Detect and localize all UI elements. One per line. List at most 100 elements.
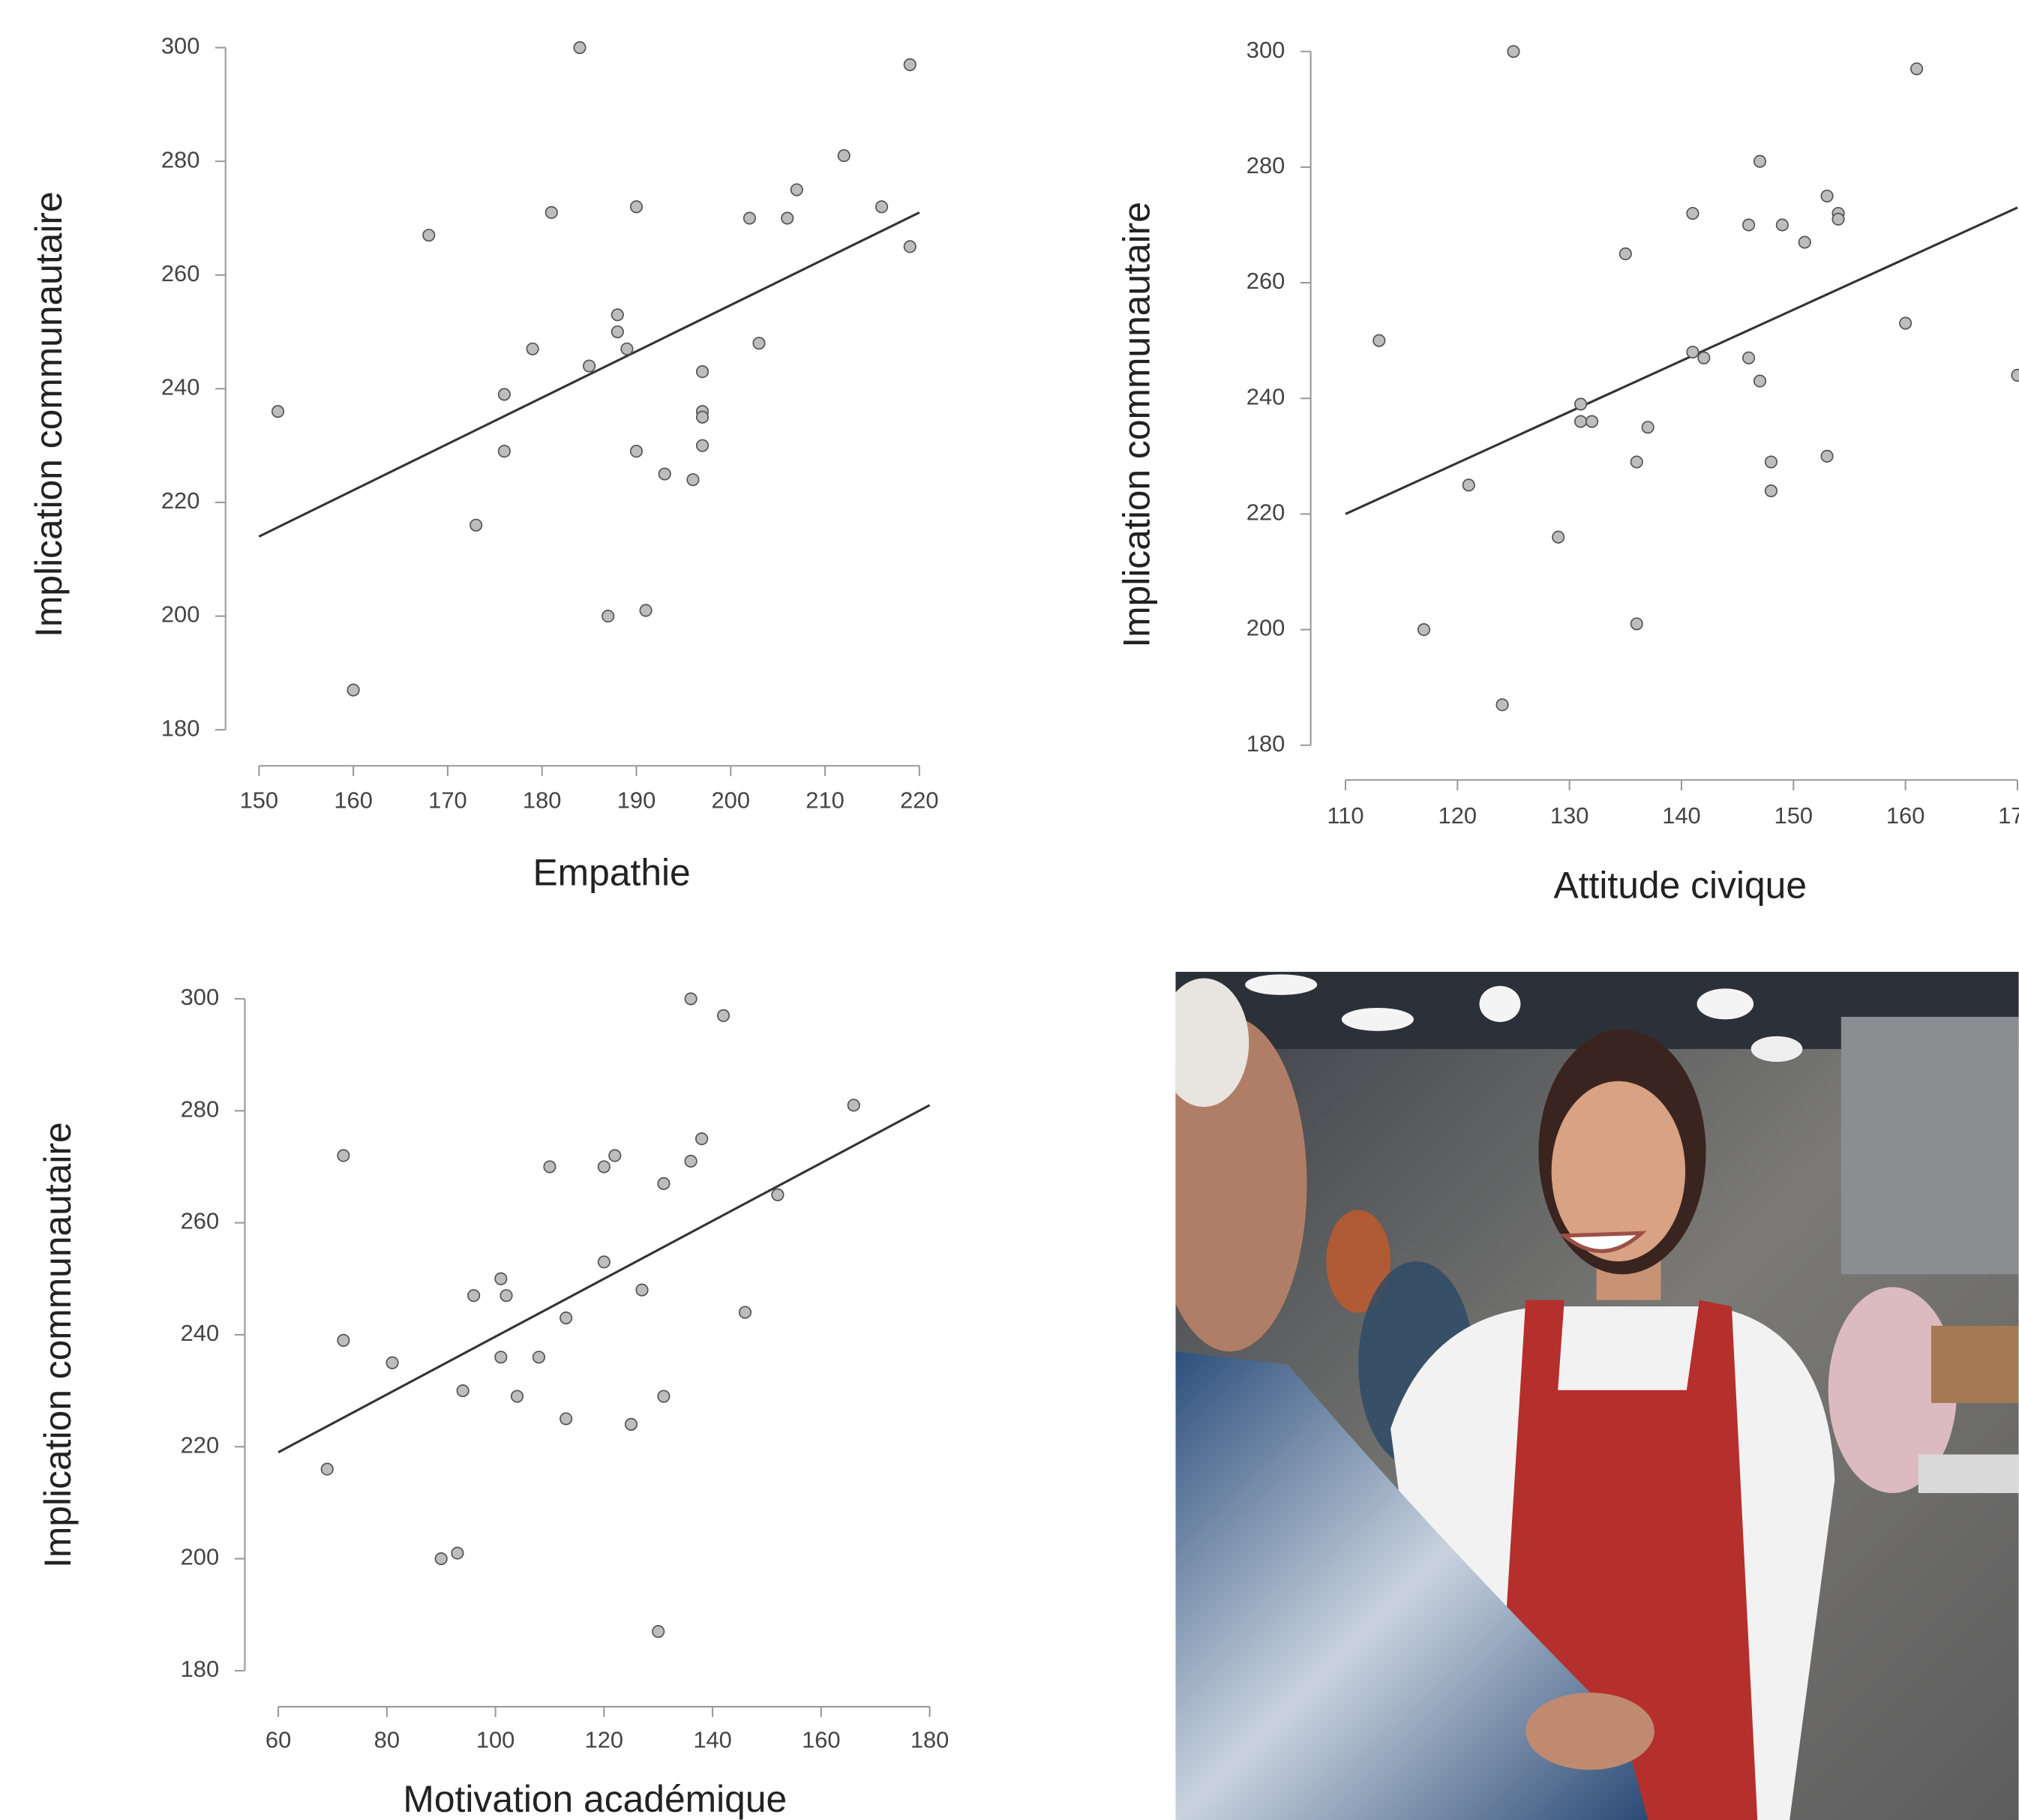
- point: [1753, 374, 1767, 388]
- y-tick-label: 220: [161, 487, 200, 514]
- point: [1417, 623, 1431, 637]
- x-tick-label: 150: [1774, 802, 1814, 829]
- point: [1630, 617, 1643, 631]
- point: [543, 1160, 556, 1174]
- x-axis-title: Attitude civique: [1553, 864, 1807, 906]
- point: [624, 1417, 638, 1431]
- point: [608, 1149, 622, 1162]
- x-tick-label: 160: [334, 787, 373, 813]
- x-tick-label: 150: [240, 787, 279, 813]
- point: [422, 229, 436, 242]
- x-tick-label: 180: [523, 787, 562, 813]
- point: [451, 1546, 464, 1560]
- point: [337, 1333, 350, 1347]
- y-tick-label: 260: [161, 260, 200, 286]
- point: [1372, 334, 1386, 347]
- point: [657, 1177, 670, 1190]
- point: [1618, 247, 1632, 261]
- photo: [1175, 971, 2019, 1820]
- point: [1820, 189, 1834, 202]
- trendline: [1345, 206, 2018, 515]
- point: [657, 1390, 670, 1403]
- point: [597, 1255, 610, 1269]
- y-axis-title: Implication communautaire: [37, 1122, 79, 1568]
- point: [1742, 218, 1756, 232]
- point: [684, 1154, 698, 1168]
- point: [532, 1351, 546, 1364]
- point: [610, 308, 624, 322]
- x-tick-label: 190: [617, 787, 656, 813]
- point: [790, 183, 803, 196]
- y-tick-label: 280: [181, 1096, 220, 1122]
- y-tick-label: 240: [1246, 383, 1286, 409]
- point: [658, 467, 671, 481]
- x-tick-label: 120: [585, 1726, 624, 1753]
- x-tick-label: 130: [1550, 802, 1589, 829]
- point: [470, 518, 483, 532]
- point: [544, 205, 558, 219]
- point: [738, 1306, 752, 1319]
- point: [771, 1188, 784, 1201]
- point: [1742, 351, 1756, 364]
- point: [1910, 62, 1924, 76]
- point: [695, 410, 710, 424]
- y-tick-label: 220: [1246, 499, 1286, 526]
- point: [1496, 698, 1509, 712]
- y-tick-label: 220: [181, 1432, 220, 1458]
- point: [602, 610, 615, 623]
- x-axis-title: Motivation académique: [403, 1778, 787, 1820]
- y-tick-label: 280: [161, 146, 200, 172]
- point: [1764, 484, 1778, 498]
- point: [560, 1311, 573, 1325]
- y-tick-label: 180: [181, 1656, 220, 1682]
- point: [686, 473, 700, 487]
- point: [494, 1351, 508, 1364]
- point: [271, 405, 285, 418]
- point: [346, 683, 360, 697]
- point: [903, 58, 916, 71]
- point: [639, 604, 652, 617]
- point: [874, 200, 889, 214]
- point: [456, 1384, 470, 1398]
- x-tick-label: 60: [266, 1726, 291, 1753]
- y-axis-title: Implication communautaire: [1115, 202, 1157, 648]
- point: [510, 1390, 524, 1403]
- point: [573, 40, 586, 55]
- point: [781, 211, 794, 225]
- point: [2011, 368, 2019, 382]
- trendline: [278, 1104, 931, 1454]
- point: [652, 1625, 665, 1639]
- point: [716, 1009, 730, 1022]
- y-tick-label: 200: [161, 601, 200, 628]
- point: [695, 1132, 709, 1146]
- point: [1697, 351, 1711, 364]
- point: [434, 1552, 448, 1566]
- point: [1820, 449, 1834, 463]
- point: [635, 1283, 649, 1297]
- point: [320, 1462, 334, 1476]
- point: [500, 1289, 513, 1303]
- x-tick-label: 80: [374, 1726, 400, 1753]
- y-tick-label: 300: [181, 984, 220, 1010]
- point: [742, 211, 757, 225]
- point: [629, 445, 644, 458]
- point: [583, 359, 596, 373]
- point: [1630, 455, 1643, 469]
- x-tick-label: 160: [1886, 802, 1925, 829]
- point: [620, 342, 634, 355]
- y-tick-label: 180: [161, 715, 200, 741]
- point: [1798, 235, 1811, 249]
- point: [526, 342, 539, 355]
- y-tick-label: 240: [161, 374, 200, 400]
- point: [1574, 415, 1588, 428]
- point: [847, 1099, 860, 1112]
- point: [1507, 45, 1520, 58]
- x-axis-title: Empathie: [533, 851, 691, 893]
- y-tick-label: 280: [1246, 152, 1286, 178]
- point: [597, 1160, 610, 1174]
- point: [494, 1272, 508, 1285]
- y-tick-label: 260: [181, 1208, 220, 1234]
- point: [610, 325, 624, 339]
- point: [497, 388, 511, 401]
